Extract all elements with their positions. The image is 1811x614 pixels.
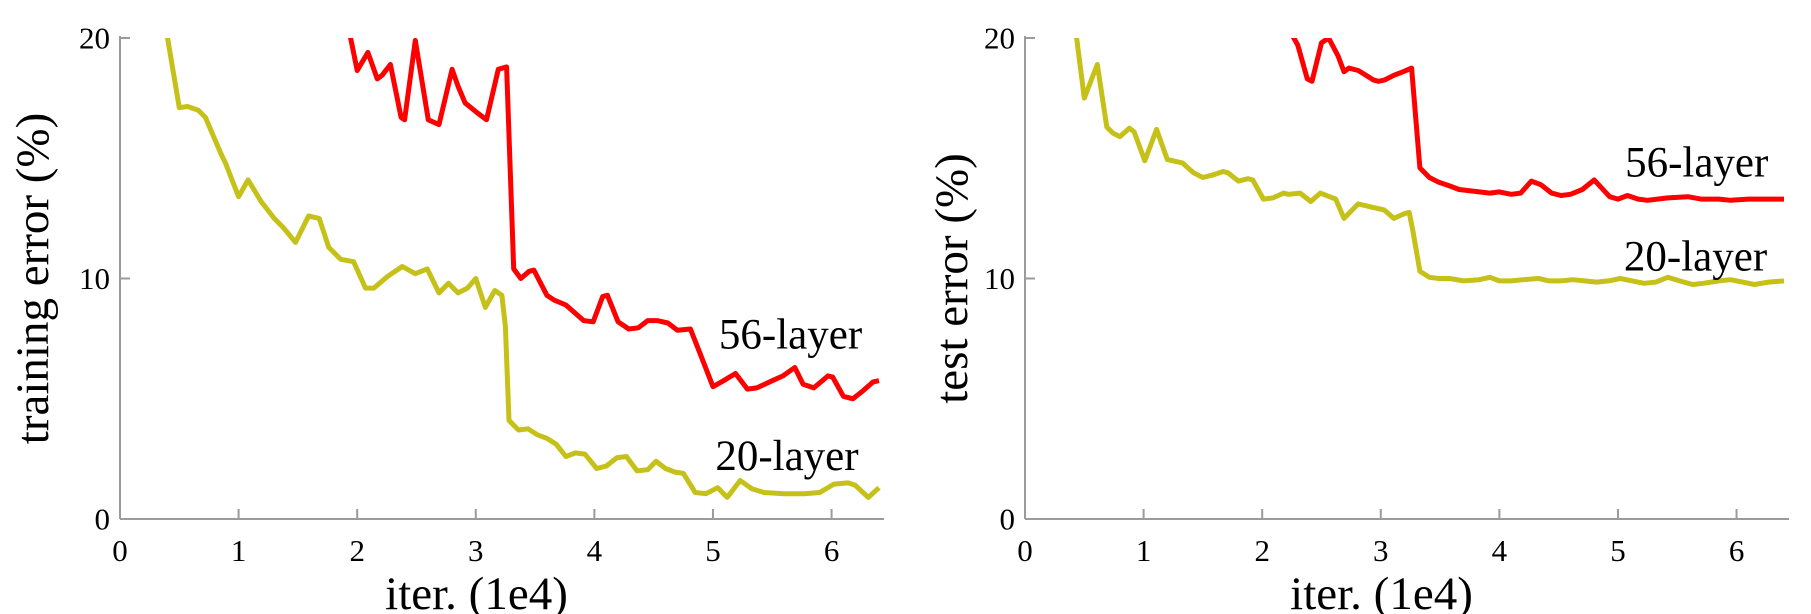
x-axis-label: iter. (1e4) (1290, 568, 1473, 614)
x-tick-label: 1 (231, 533, 247, 568)
y-tick-label: 10 (984, 261, 1015, 296)
annotation-20-layer: 20-layer (715, 433, 858, 480)
x-tick-label: 0 (112, 533, 128, 568)
x-tick-label: 3 (468, 533, 484, 568)
y-tick-label: 0 (95, 502, 111, 537)
y-tick-label: 10 (79, 261, 110, 296)
x-tick-label: 3 (1373, 533, 1389, 568)
x-axis-label: iter. (1e4) (385, 568, 568, 614)
x-tick-label: 4 (1492, 533, 1508, 568)
x-tick-label: 6 (824, 533, 840, 568)
plot-area (164, 38, 881, 500)
y-axis-label: training error (%) (7, 113, 59, 444)
series-20-layer (1074, 38, 1785, 287)
test-error-plot: 0 1 2 3 4 5 6 0 10 20 test error (%) iter. (1e4) 56-… (926, 21, 1789, 614)
training-error-chart: 0 1 2 3 4 5 6 0 10 20 training error (%) iter. (1e4… (0, 0, 905, 614)
annotation-56-layer: 56-layer (719, 312, 862, 359)
plot-area (1074, 38, 1785, 287)
series-56-layer (1290, 38, 1784, 203)
x-tick-label: 5 (705, 533, 721, 568)
y-axis-label: test error (%) (926, 153, 978, 404)
x-tick-label: 1 (1136, 533, 1152, 568)
series-20-layer (164, 38, 881, 500)
x-tick-label: 4 (587, 533, 603, 568)
annotation-56-layer: 56-layer (1625, 140, 1768, 187)
y-tick-label: 0 (1000, 502, 1016, 537)
series-56-layer (348, 38, 880, 402)
training-error-plot: 0 1 2 3 4 5 6 0 10 20 training error (%) iter. (1e4… (7, 21, 884, 614)
y-tick-label: 20 (984, 21, 1015, 56)
x-tick-label: 2 (1254, 533, 1270, 568)
y-tick-label: 20 (79, 21, 110, 56)
x-tick-label: 6 (1729, 533, 1745, 568)
annotation-20-layer: 20-layer (1624, 233, 1767, 280)
test-error-chart: 0 1 2 3 4 5 6 0 10 20 test error (%) iter. (1e4) 56-… (905, 0, 1810, 614)
x-tick-label: 2 (349, 533, 365, 568)
x-tick-label: 0 (1017, 533, 1033, 568)
x-tick-label: 5 (1610, 533, 1626, 568)
